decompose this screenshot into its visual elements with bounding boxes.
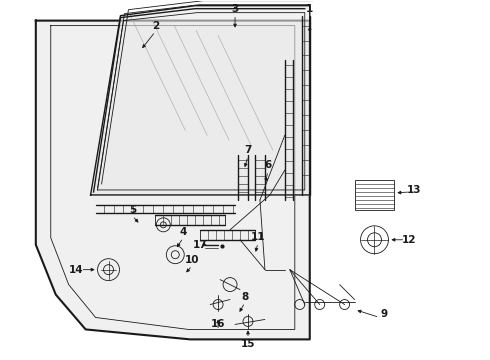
- Text: 9: 9: [381, 310, 388, 319]
- Text: 10: 10: [185, 255, 199, 265]
- Text: 5: 5: [129, 205, 136, 215]
- Text: 7: 7: [245, 145, 252, 155]
- Text: 15: 15: [241, 339, 255, 349]
- Text: 11: 11: [251, 232, 265, 242]
- Text: 8: 8: [242, 292, 248, 302]
- Text: 17: 17: [193, 240, 207, 250]
- Text: 16: 16: [211, 319, 225, 329]
- Text: 12: 12: [402, 235, 416, 245]
- Text: 2: 2: [152, 21, 159, 31]
- Text: 1: 1: [306, 4, 314, 14]
- Text: 14: 14: [68, 265, 83, 275]
- Polygon shape: [36, 21, 310, 339]
- Text: 3: 3: [231, 4, 239, 14]
- Text: 6: 6: [264, 160, 271, 170]
- Polygon shape: [91, 6, 310, 195]
- Text: 4: 4: [179, 227, 187, 237]
- Text: 13: 13: [407, 185, 421, 195]
